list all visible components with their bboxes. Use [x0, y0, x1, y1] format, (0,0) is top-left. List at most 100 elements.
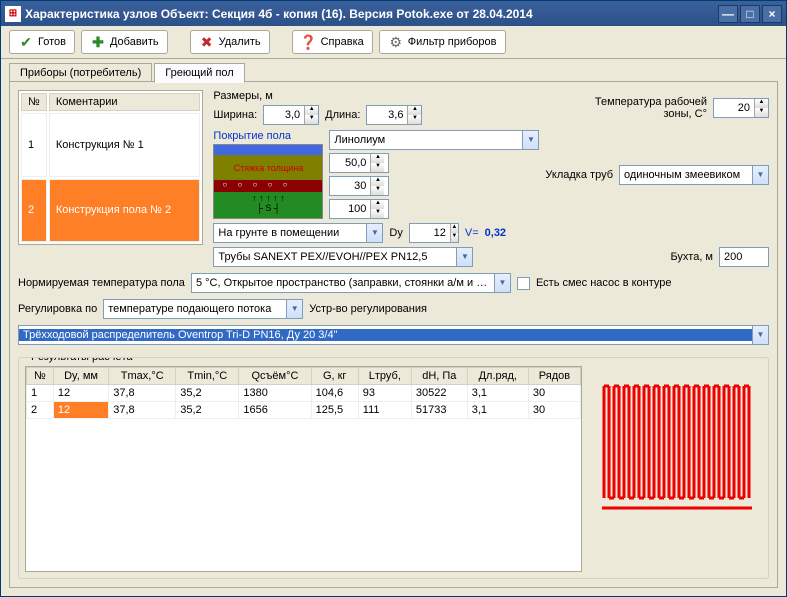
sizes-title: Размеры, м — [213, 90, 422, 102]
spin-up-icon[interactable]: ▲ — [407, 106, 421, 115]
tab-heating-floor[interactable]: Греющий пол — [154, 63, 244, 83]
maximize-button[interactable]: □ — [740, 5, 760, 23]
reg-by-combo[interactable]: температуре подающего потока ▼ — [103, 299, 303, 319]
covering-combo[interactable]: Линолиум ▼ — [329, 130, 539, 150]
main-window: ⊞ Характеристика узлов Объект: Секция 4б… — [0, 0, 787, 597]
results-group: Результаты расчёта №Dy, ммTmax,°CTmin,°C… — [18, 357, 769, 579]
temp-spinner[interactable]: ▲▼ — [713, 98, 769, 118]
result-col: Qсъём°C — [239, 368, 311, 385]
spin-down-icon[interactable]: ▼ — [754, 108, 768, 117]
filter-button[interactable]: ⚙ Фильтр приборов — [379, 30, 506, 54]
norm-temp-combo[interactable]: 5 °C, Открытое пространство (заправки, с… — [191, 273, 511, 293]
ready-button[interactable]: ✔ Готов — [9, 30, 75, 54]
v-value: 0,32 — [485, 227, 506, 239]
length-label: Длина: — [325, 109, 360, 121]
construction-row[interactable]: 1Конструкция № 1 — [21, 113, 200, 177]
spin-up-icon[interactable]: ▲ — [304, 106, 318, 115]
chevron-down-icon[interactable]: ▼ — [456, 248, 472, 266]
pipes-combo[interactable]: Трубы SANEXT PEX//EVOH//PEX PN12,5 ▼ — [213, 247, 473, 267]
check-icon: ✔ — [18, 34, 34, 50]
delete-icon: ✖ — [199, 34, 215, 50]
buhta-label: Бухта, м — [670, 251, 713, 263]
pump-label: Есть смес насос в контуре — [536, 277, 672, 289]
ready-label: Готов — [38, 36, 66, 48]
width-input[interactable] — [264, 109, 304, 121]
base-combo[interactable]: На грунте в помещении ▼ — [213, 223, 383, 243]
result-col: dH, Па — [411, 368, 467, 385]
spin-up-icon[interactable]: ▲ — [754, 99, 768, 108]
v-label: V= — [465, 227, 479, 239]
chevron-down-icon[interactable]: ▼ — [752, 166, 768, 184]
close-button[interactable]: × — [762, 5, 782, 23]
reg-dev-value: Трёхходовой распределитель Oventrop Tri-… — [19, 329, 752, 341]
pump-checkbox[interactable] — [517, 277, 530, 290]
dy-input[interactable] — [410, 227, 450, 239]
col-n: № — [21, 93, 47, 111]
result-col: № — [27, 368, 54, 385]
app-icon: ⊞ — [5, 6, 21, 22]
result-col: Дл.ряд, — [467, 368, 528, 385]
covering-value: Линолиум — [330, 134, 522, 146]
reg-by-label: Регулировка по — [18, 303, 97, 315]
result-col: G, кг — [311, 368, 358, 385]
help-icon: ❓ — [301, 34, 317, 50]
base-value: На грунте в помещении — [214, 227, 366, 239]
temp-label-1: Температура рабочей — [595, 96, 707, 108]
titlebar: ⊞ Характеристика узлов Объект: Секция 4б… — [1, 1, 786, 26]
width-spinner[interactable]: ▲▼ — [263, 105, 319, 125]
thickness3-spinner[interactable]: ▲▼ — [329, 199, 389, 219]
chevron-down-icon[interactable]: ▼ — [366, 224, 382, 242]
result-col: Рядов — [528, 368, 580, 385]
dy-spinner[interactable]: ▲▼ — [409, 223, 459, 243]
thickness2-spinner[interactable]: ▲▼ — [329, 176, 389, 196]
width-label: Ширина: — [213, 109, 257, 121]
constructions-table[interactable]: № Коментарии 1Конструкция № 12Конструкци… — [18, 90, 203, 245]
minimize-button[interactable]: — — [718, 5, 738, 23]
result-col: Tmax,°C — [109, 368, 176, 385]
reg-dev-combo[interactable]: Трёхходовой распределитель Oventrop Tri-… — [18, 325, 769, 345]
delete-button[interactable]: ✖ Удалить — [190, 30, 270, 54]
result-col: Tmin,°C — [176, 368, 239, 385]
chevron-down-icon[interactable]: ▼ — [494, 274, 510, 292]
dy-label: Dy — [389, 227, 402, 239]
covering-label: Покрытие пола — [213, 130, 323, 142]
result-col: Lтруб, — [358, 368, 411, 385]
reg-by-value: температуре подающего потока — [104, 303, 286, 315]
pipe-layout-value: одиночным змеевиком — [620, 169, 752, 181]
reg-dev-label: Устр-во регулирования — [309, 303, 427, 315]
temp-input[interactable] — [714, 102, 754, 114]
tabstrip: Приборы (потребитель) Греющий пол — [9, 63, 778, 82]
results-table[interactable]: №Dy, ммTmax,°CTmin,°CQсъём°CG, кгLтруб,d… — [25, 366, 582, 572]
add-button[interactable]: ✚ Добавить — [81, 30, 168, 54]
buhta-input[interactable] — [719, 247, 769, 267]
pipe-layout-combo[interactable]: одиночным змеевиком ▼ — [619, 165, 769, 185]
filter-label: Фильтр приборов — [408, 36, 497, 48]
result-row[interactable]: 11237,835,21380104,693305223,130 — [27, 385, 581, 402]
length-spinner[interactable]: ▲▼ — [366, 105, 422, 125]
length-input[interactable] — [367, 109, 407, 121]
construction-row[interactable]: 2Конструкция пола № 2 — [21, 179, 200, 243]
spin-down-icon[interactable]: ▼ — [304, 115, 318, 124]
thickness2-input[interactable] — [330, 180, 370, 192]
thickness3-input[interactable] — [330, 203, 370, 215]
tab-panel: № Коментарии 1Конструкция № 12Конструкци… — [9, 81, 778, 588]
pipe-layout-label: Укладка труб — [545, 169, 613, 181]
chevron-down-icon[interactable]: ▼ — [752, 326, 768, 344]
diagram-text: Стяжка толщина — [214, 155, 322, 180]
pipes-value: Трубы SANEXT PEX//EVOH//PEX PN12,5 — [214, 251, 456, 263]
temp-label-2: зоны, C° — [595, 108, 707, 120]
help-button[interactable]: ❓ Справка — [292, 30, 373, 54]
floor-diagram: Стяжка толщина ↑ ↑ ↑ ↑ ↑├ S ┤ — [213, 144, 323, 219]
help-label: Справка — [321, 36, 364, 48]
tab-consumers[interactable]: Приборы (потребитель) — [9, 63, 152, 82]
chevron-down-icon[interactable]: ▼ — [522, 131, 538, 149]
thickness1-spinner[interactable]: ▲▼ — [329, 153, 389, 173]
result-row[interactable]: 21237,835,21656125,5111517333,130 — [27, 402, 581, 419]
norm-temp-value: 5 °C, Открытое пространство (заправки, с… — [192, 277, 494, 289]
result-col: Dy, мм — [53, 368, 108, 385]
chevron-down-icon[interactable]: ▼ — [286, 300, 302, 318]
thickness1-input[interactable] — [330, 157, 370, 169]
spin-down-icon[interactable]: ▼ — [407, 115, 421, 124]
content-area: Приборы (потребитель) Греющий пол № Коме… — [1, 59, 786, 596]
gear-icon: ⚙ — [388, 34, 404, 50]
